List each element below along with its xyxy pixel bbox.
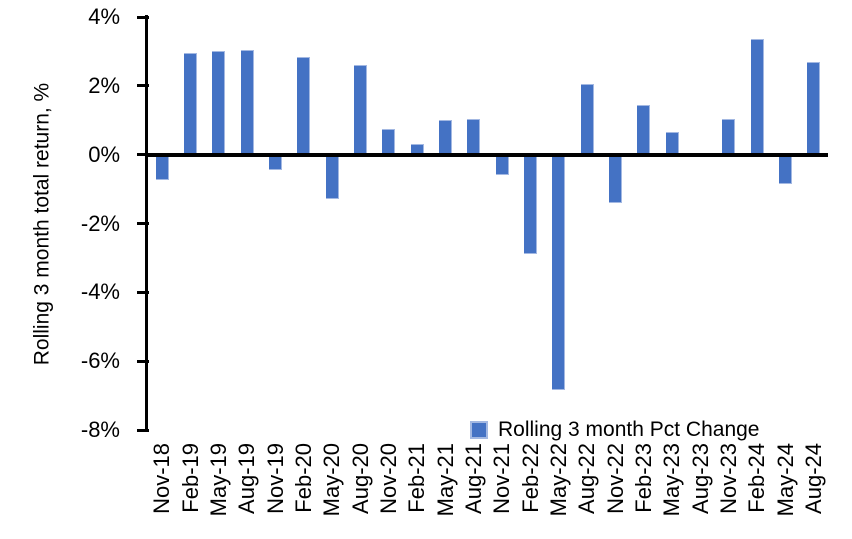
bar-Nov-21 [495,154,509,176]
bar-Feb-22 [524,154,537,255]
x-tick-label-Aug-19: Aug-19 [234,443,260,514]
y-tick-mark [137,153,149,157]
bar-Nov-19 [269,154,282,171]
x-tick-label-May-19: May-19 [205,443,231,517]
bar-Aug-20 [354,65,367,155]
x-tick-label-Aug-20: Aug-20 [347,443,373,514]
x-tick-label-Feb-24: Feb-24 [744,443,770,513]
bar-Feb-24 [750,39,764,155]
x-tick-label-May-24: May-24 [772,443,798,517]
bar-Feb-19 [184,53,197,155]
y-tick-label: 0% [88,141,120,167]
legend-marker-icon [470,421,488,439]
x-tick-label-May-22: May-22 [545,443,571,517]
bar-Nov-22 [609,154,622,203]
y-tick-mark [137,84,149,88]
x-tick-label-Nov-22: Nov-22 [602,443,628,514]
x-tick-label-Feb-20: Feb-20 [290,443,316,513]
y-tick-mark [137,15,149,19]
bar-May-19 [212,51,226,155]
bar-May-21 [439,120,452,155]
bar-Nov-23 [722,118,736,155]
bar-Aug-21 [467,118,481,155]
y-tick-label: -2% [80,210,120,236]
bar-Aug-24 [807,61,821,155]
bar-May-23 [665,132,679,155]
x-tick-label-Feb-23: Feb-23 [630,443,656,513]
bar-Aug-19 [240,49,254,155]
x-tick-label-Nov-23: Nov-23 [715,443,741,514]
x-tick-label-Aug-23: Aug-23 [687,443,713,514]
y-tick-mark [137,428,149,432]
x-tick-label-May-21: May-21 [432,443,458,517]
bar-Feb-23 [637,104,651,155]
bar-Aug-22 [580,84,594,155]
bar-Feb-21 [410,144,424,155]
bar-Nov-18 [155,154,169,181]
x-tick-label-Aug-24: Aug-24 [800,443,826,514]
bar-May-20 [325,154,339,200]
y-tick-mark [137,222,149,225]
x-tick-label-Nov-18: Nov-18 [149,443,175,514]
x-tick-label-Nov-20: Nov-20 [375,443,401,514]
x-tick-label-Aug-22: Aug-22 [574,443,600,514]
y-tick-label: -4% [80,279,120,305]
zero-axis-line [148,152,828,157]
y-tick-label: -8% [80,417,120,442]
bar-May-22 [552,154,566,391]
x-tick-label-Feb-19: Feb-19 [177,443,203,513]
x-tick-label-May-23: May-23 [659,443,685,517]
legend: Rolling 3 month Pct Change [470,419,760,441]
x-tick-label-Nov-21: Nov-21 [489,443,515,514]
y-tick-mark [137,290,149,294]
legend-label: Rolling 3 month Pct Change [498,418,760,441]
x-tick-label-Nov-19: Nov-19 [262,443,288,514]
x-tick-label-May-20: May-20 [319,443,345,517]
bar-Nov-20 [382,128,396,155]
plot-area: Rolling 3 month Pct Change [148,17,828,441]
x-tick-label-Feb-21: Feb-21 [404,443,430,513]
bar-Feb-20 [297,56,311,155]
y-tick-label: 2% [88,72,120,98]
bar-May-24 [779,154,792,184]
x-tick-label-Feb-22: Feb-22 [517,443,543,513]
x-tick-label-Aug-21: Aug-21 [460,443,486,514]
y-tick-mark [137,359,149,363]
y-tick-label: 4% [88,4,120,29]
y-tick-label: -6% [80,348,120,374]
